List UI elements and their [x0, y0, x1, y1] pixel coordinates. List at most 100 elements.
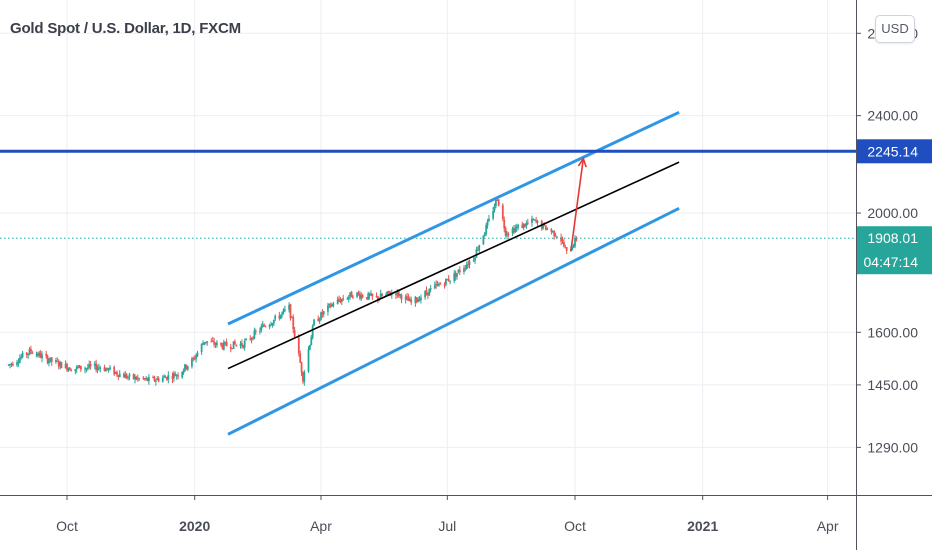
candle-body	[501, 205, 504, 220]
candle-body	[483, 233, 486, 237]
candle-body	[435, 284, 438, 286]
channel-lower-line	[227, 206, 680, 436]
candle-body	[571, 247, 574, 251]
candle-body	[365, 297, 368, 300]
candle-body	[17, 362, 20, 364]
x-tick-label: Oct	[56, 518, 78, 534]
candle-body	[232, 341, 235, 349]
candles	[7, 197, 578, 386]
candle-body	[10, 363, 13, 365]
candle-body	[544, 225, 547, 231]
candle-body	[511, 228, 514, 234]
candle-body	[336, 299, 339, 305]
candle-body	[49, 357, 52, 362]
candle-body	[554, 235, 557, 237]
candle-body	[68, 367, 71, 371]
resistance-price-label-bg	[857, 139, 932, 164]
candle-body	[506, 233, 508, 236]
candle-body	[550, 229, 553, 232]
drawings	[0, 110, 856, 436]
candle-body	[16, 362, 18, 366]
candle-body	[385, 293, 388, 296]
candle-body	[234, 341, 236, 345]
currency-button[interactable]: USD	[875, 15, 915, 43]
candle-body	[116, 371, 118, 375]
candle-body	[54, 360, 57, 362]
candle-body	[464, 268, 467, 270]
candle-body	[259, 330, 261, 332]
candle-body	[203, 342, 206, 344]
candle-body	[229, 346, 232, 349]
candle-body	[239, 343, 242, 346]
candle-body	[556, 236, 558, 238]
candle-body	[279, 314, 282, 319]
candle-body	[381, 293, 383, 296]
candle-body	[18, 358, 21, 363]
candle-body	[433, 284, 436, 289]
candle-body	[99, 367, 102, 369]
candle-body	[525, 222, 528, 226]
candle-body	[193, 358, 196, 360]
candle-body	[260, 326, 263, 331]
candle-body	[39, 353, 42, 358]
candle-body	[572, 245, 575, 247]
candle-body	[142, 377, 145, 379]
candle-body	[340, 299, 343, 302]
candle-body	[106, 367, 109, 370]
candle-body	[494, 199, 497, 206]
candle-body	[546, 228, 549, 230]
candle-body	[252, 337, 254, 340]
candle-body	[124, 374, 127, 379]
candle-body	[553, 230, 556, 236]
candle-body	[186, 366, 189, 370]
candle-body	[195, 355, 197, 359]
candle-body	[114, 371, 117, 374]
x-tick-label: Apr	[817, 518, 839, 534]
y-tick-label: 1450.00	[867, 377, 918, 393]
resistance-price-label: 2245.14	[867, 143, 918, 159]
candle-body	[350, 291, 353, 298]
candle-body	[163, 376, 166, 378]
candle-body	[118, 373, 121, 377]
candle-body	[113, 366, 116, 375]
candle-body	[290, 317, 293, 319]
candle-body	[297, 337, 300, 354]
candle-body	[164, 377, 167, 379]
candle-body	[104, 368, 107, 372]
candle-body	[41, 354, 43, 359]
candle-body	[95, 363, 98, 371]
candle-body	[221, 345, 224, 349]
candle-body	[153, 376, 156, 381]
candle-body	[485, 225, 488, 234]
candle-body	[98, 367, 100, 369]
candle-body	[109, 367, 111, 370]
candle-body	[426, 292, 429, 296]
candle-body	[521, 224, 524, 229]
candle-body	[574, 237, 576, 247]
candle-body	[531, 218, 533, 223]
candle-body	[561, 240, 564, 242]
candle-body	[475, 249, 478, 258]
candle-body	[515, 226, 518, 229]
candle-body	[428, 289, 431, 296]
candle-body	[210, 341, 213, 343]
candle-body	[415, 297, 418, 302]
candle-body	[89, 364, 92, 366]
candle-body	[474, 257, 476, 261]
candle-body	[292, 317, 295, 330]
candle-body	[536, 221, 539, 223]
candle-body	[288, 305, 290, 310]
candle-body	[157, 378, 160, 382]
candle-body	[56, 360, 59, 362]
candle-body	[493, 206, 496, 211]
candle-body	[303, 371, 306, 382]
candle-body	[368, 293, 371, 296]
x-tick-label: Jul	[438, 518, 456, 534]
candle-body	[7, 364, 10, 366]
candle-body	[77, 366, 80, 368]
projection-arrow-head	[577, 156, 587, 168]
candle-body	[138, 378, 141, 380]
candle-body	[66, 363, 68, 370]
